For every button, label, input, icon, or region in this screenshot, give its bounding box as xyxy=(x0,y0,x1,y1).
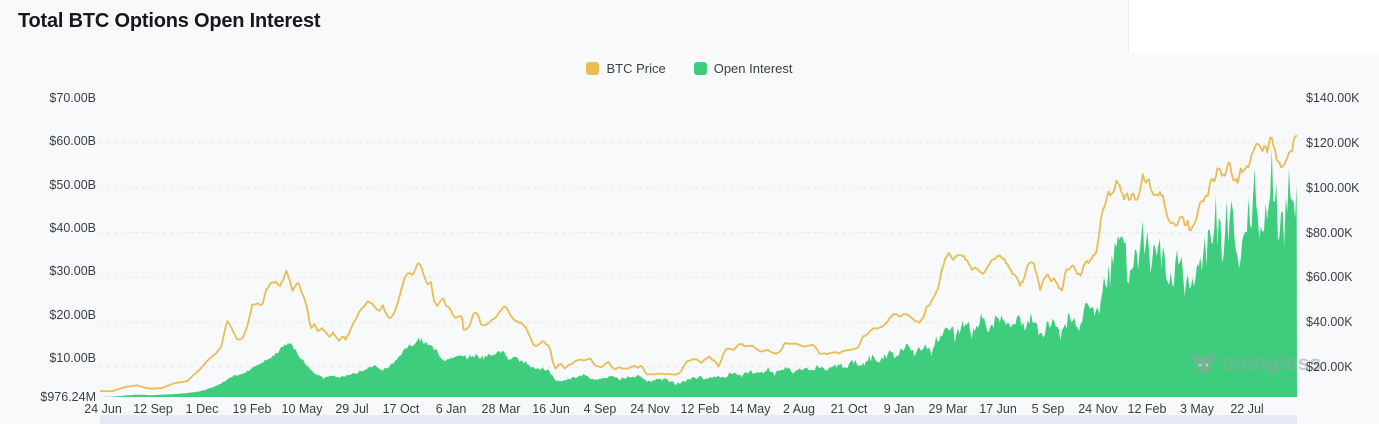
x-axis-tick: 12 Sep xyxy=(133,402,173,416)
legend-item-open-interest[interactable]: Open Interest xyxy=(693,61,793,76)
x-axis-tick: 4 Sep xyxy=(583,402,617,416)
y-axis-right-tick: $40.00K xyxy=(1306,315,1353,329)
y-axis-right-tick: $140.00K xyxy=(1306,91,1360,105)
x-axis-tick: 24 Nov xyxy=(630,402,670,416)
x-axis-tick: 24 Jun xyxy=(84,402,122,416)
page-title: Total BTC Options Open Interest xyxy=(18,10,321,32)
x-axis-tick: 17 Oct xyxy=(382,402,420,416)
x-axis-tick: 6 Jan xyxy=(435,402,467,416)
x-axis-tick: 2 Aug xyxy=(783,402,815,416)
y-axis-right-tick: $80.00K xyxy=(1306,226,1353,240)
x-axis-tick: 5 Sep xyxy=(1031,402,1065,416)
x-axis-tick: 3 May xyxy=(1179,402,1215,416)
y-axis-right-tick: $100.00K xyxy=(1306,181,1360,195)
chart-plot-area[interactable] xyxy=(100,98,1297,397)
y-axis-left-tick: $70.00B xyxy=(49,91,96,105)
y-axis-left-tick: $10.00B xyxy=(49,351,96,365)
y-axis-left-tick: $50.00B xyxy=(49,178,96,192)
open-interest-area xyxy=(100,148,1297,397)
legend-label: BTC Price xyxy=(606,61,666,76)
x-axis-tick: 29 Mar xyxy=(928,402,968,416)
btc-price-line xyxy=(100,135,1297,393)
x-axis-tick: 24 Nov xyxy=(1078,402,1118,416)
y-axis-right-tick: $120.00K xyxy=(1306,136,1360,150)
legend-label: Open Interest xyxy=(713,61,793,76)
x-axis-tick: 28 Mar xyxy=(481,402,521,416)
y-axis-left-tick: $30.00B xyxy=(49,264,96,278)
x-axis-tick: 1 Dec xyxy=(185,402,219,416)
y-axis-left-tick: $60.00B xyxy=(49,134,96,148)
open-interest-swatch-icon xyxy=(693,62,707,75)
toolbar-panel xyxy=(1128,0,1379,53)
x-axis-tick: 19 Feb xyxy=(232,402,272,416)
y-axis-right-tick: $20.00K xyxy=(1306,360,1353,374)
x-axis-tick: 29 Jul xyxy=(335,402,369,416)
x-axis-tick: 16 Jun xyxy=(532,402,570,416)
datazoom-slider[interactable] xyxy=(100,415,1297,424)
btc-price-swatch-icon xyxy=(586,62,600,75)
x-axis-tick: 9 Jan xyxy=(883,402,915,416)
x-axis-tick: 14 May xyxy=(729,402,771,416)
y-axis-left-tick: $976.24M xyxy=(40,390,96,404)
x-axis-tick: 22 Jul xyxy=(1230,402,1264,416)
x-axis-tick: 17 Jun xyxy=(979,402,1017,416)
x-axis-tick: 10 May xyxy=(281,402,323,416)
y-axis-left-tick: $20.00B xyxy=(49,308,96,322)
x-axis-tick: 12 Feb xyxy=(1127,402,1167,416)
chart-legend: BTC Price Open Interest xyxy=(0,61,1379,76)
legend-item-btc-price[interactable]: BTC Price xyxy=(586,61,666,76)
y-axis-left-tick: $40.00B xyxy=(49,221,96,235)
x-axis-tick: 21 Oct xyxy=(830,402,868,416)
y-axis-right-tick: $60.00K xyxy=(1306,270,1353,284)
x-axis-tick: 12 Feb xyxy=(680,402,720,416)
